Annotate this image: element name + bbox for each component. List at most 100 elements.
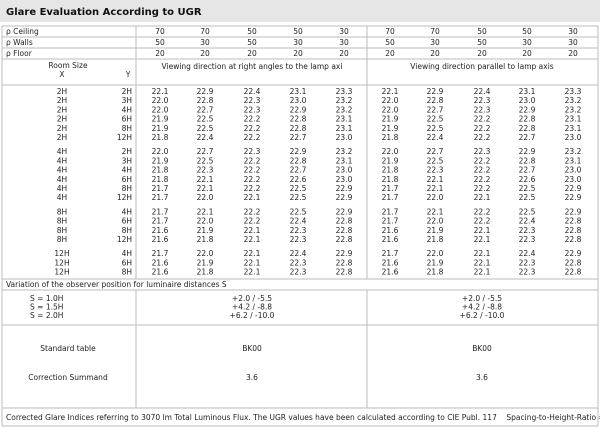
standard_table-value: BK00 [242,344,262,353]
ugr-value: 22.2 [244,166,261,175]
ugr-value: 21.8 [152,175,169,184]
ugr-value: 22.3 [244,96,261,105]
param-value: 30 [522,38,532,47]
ugr-value: 21.7 [152,184,169,193]
ugr-value: 23.2 [336,147,353,156]
ugr-value: 22.5 [197,124,214,133]
ugr-value: 21.8 [427,268,444,277]
ugr-value: 22.1 [244,268,261,277]
ugr-value: 22.8 [519,156,536,165]
ugr-value: 22.2 [474,133,491,142]
param-value: 30 [568,27,578,36]
param-value: 50 [155,38,165,47]
room-y: 3H [122,96,132,105]
ugr-value: 21.8 [382,166,399,175]
ugr-value: 22.4 [519,249,536,258]
ugr-value: 22.1 [197,207,214,216]
ugr-value: 22.2 [474,115,491,124]
ugr-value: 22.7 [427,105,444,114]
ugr-value: 22.8 [427,96,444,105]
room-y: 4H [122,249,132,258]
ugr-value: 22.7 [290,166,307,175]
ugr-value: 21.9 [427,226,444,235]
table-border [1,25,599,427]
param-value: 30 [568,38,578,47]
ugr-value: 21.9 [197,226,214,235]
variation-value: +2.0 / -5.5 [462,294,502,303]
param-value: 20 [430,49,440,58]
param-value: 20 [385,49,395,58]
ugr-value: 22.4 [519,217,536,226]
ugr-value: 22.2 [474,175,491,184]
ugr-value: 22.7 [427,147,444,156]
ugr-value: 22.8 [565,226,582,235]
ugr-value: 22.8 [565,258,582,267]
ugr-value: 23.2 [565,105,582,114]
ugr-value: 22.1 [427,207,444,216]
ugr-value: 22.8 [565,217,582,226]
ugr-value: 22.0 [197,249,214,258]
ugr-value: 22.3 [290,226,307,235]
ugr-value: 22.1 [474,258,491,267]
ugr-value: 22.5 [519,184,536,193]
ugr-value: 22.6 [519,175,536,184]
ugr-value: 21.8 [427,235,444,244]
ugr-value: 22.5 [427,115,444,124]
ugr-value: 22.8 [565,235,582,244]
ugr-value: 22.9 [519,105,536,114]
ugr-value: 22.1 [244,193,261,202]
ugr-value: 23.3 [336,87,353,96]
ugr-value: 23.3 [565,87,582,96]
ugr-value: 22.7 [197,105,214,114]
ugr-value: 22.5 [290,207,307,216]
ugr-value: 21.9 [382,115,399,124]
room-y: 6H [122,217,132,226]
ugr-value: 21.7 [382,249,399,258]
ugr-value: 21.9 [152,156,169,165]
ugr-value: 22.9 [336,184,353,193]
ugr-value: 21.8 [382,133,399,142]
ugr-value: 22.9 [336,249,353,258]
param-value: 20 [477,49,487,58]
ugr-value: 22.0 [152,96,169,105]
room-x: 4H [57,175,67,184]
ugr-value: 22.2 [244,207,261,216]
variation-value: +2.0 / -5.5 [232,294,272,303]
ugr-value: 22.3 [519,268,536,277]
ugr-value: 22.5 [197,115,214,124]
ugr-value: 21.8 [152,133,169,142]
param-value: 70 [200,27,210,36]
ugr-value: 22.1 [197,184,214,193]
param-value: 70 [155,27,165,36]
room-y: 4H [122,166,132,175]
ugr-value: 22.2 [474,217,491,226]
ugr-value: 22.0 [152,147,169,156]
ugr-value: 22.0 [427,217,444,226]
ugr-value: 22.6 [290,175,307,184]
ugr-value: 21.9 [427,258,444,267]
ugr-value: 22.4 [197,133,214,142]
ugr-value: 22.3 [244,105,261,114]
room-y: 8H [122,184,132,193]
ugr-value: 22.0 [382,96,399,105]
ugr-value: 21.7 [382,207,399,216]
param-value: 30 [430,38,440,47]
param-value: 50 [477,38,487,47]
ugr-value: 21.6 [382,235,399,244]
ugr-value: 22.8 [336,268,353,277]
ugr-value: 21.6 [152,226,169,235]
ugr-value: 22.2 [474,124,491,133]
ugr-value: 22.7 [197,147,214,156]
ugr-value: 22.2 [244,124,261,133]
ugr-value: 22.2 [474,166,491,175]
ugr-value: 21.6 [152,258,169,267]
room-x: 8H [57,235,67,244]
ugr-value: 21.9 [152,115,169,124]
variation-label: S = 1.5H [30,303,63,312]
ugr-value: 22.2 [474,156,491,165]
ugr-value: 22.3 [474,96,491,105]
ugr-value: 22.3 [474,147,491,156]
room-y: 8H [122,268,132,277]
